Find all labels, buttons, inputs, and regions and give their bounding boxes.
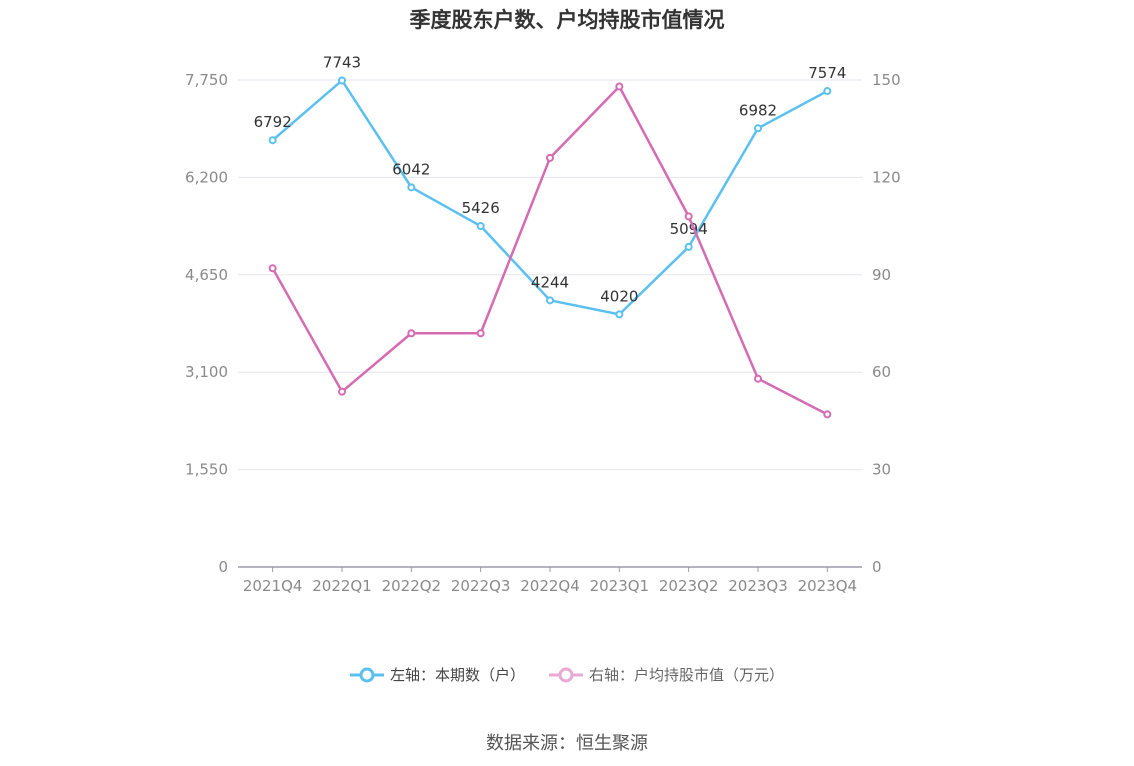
- right-axis-tick-label: 0: [872, 558, 882, 576]
- data-point-households: [407, 183, 416, 192]
- left-axis-tick-label: 0: [218, 558, 228, 576]
- x-axis-tick-label: 2022Q1: [312, 577, 372, 595]
- legend-item-households[interactable]: 左轴：本期数（户）: [349, 664, 525, 685]
- right-axis-tick-label: 60: [872, 363, 891, 381]
- x-axis-tick-label: 2021Q4: [243, 577, 303, 595]
- left-axis-tick-label: 4,650: [185, 266, 228, 284]
- data-point-market-value: [476, 329, 485, 338]
- x-axis-tick-label: 2023Q1: [590, 577, 650, 595]
- data-point-market-value: [754, 374, 762, 383]
- data-point-households: [823, 87, 832, 96]
- legend-line-icon-pink: [549, 667, 583, 682]
- data-point-market-value: [615, 82, 624, 91]
- right-axis-tick-label: 30: [872, 461, 891, 479]
- data-point-households: [338, 76, 346, 85]
- data-point-households: [615, 310, 624, 319]
- x-axis-tick-label: 2023Q4: [798, 577, 858, 595]
- left-axis-tick-label: 6,200: [185, 168, 228, 186]
- series-line-market-value: [271, 85, 828, 416]
- data-point-market-value: [546, 153, 554, 162]
- legend-line-icon-blue: [349, 667, 384, 682]
- left-axis-tick-label: 1,550: [185, 461, 228, 479]
- data-label: 4244: [531, 273, 569, 291]
- chart-title: 季度股东户数、户均持股市值情况: [409, 8, 725, 32]
- legend: 左轴：本期数（户） 右轴：户均持股市值（万元）: [0, 664, 1134, 685]
- data-point-market-value: [268, 264, 277, 273]
- data-label: 5094: [670, 220, 708, 238]
- data-label: 7743: [323, 53, 361, 71]
- left-axis-tick-label: 3,100: [185, 363, 228, 381]
- legend-item-market-value[interactable]: 右轴：户均持股市值（万元）: [549, 664, 784, 685]
- right-axis-tick-label: 120: [872, 168, 901, 186]
- data-source: 数据来源：恒生聚源: [486, 733, 648, 754]
- data-point-households: [546, 296, 554, 305]
- data-label: 7574: [808, 64, 846, 82]
- data-point-households: [684, 242, 693, 251]
- x-axis-tick-label: 2022Q4: [520, 577, 580, 595]
- data-label: 4020: [600, 287, 638, 305]
- data-label: 6982: [739, 101, 777, 119]
- right-axis-tick-label: 90: [872, 266, 891, 284]
- data-label: 5426: [462, 199, 500, 217]
- data-point-market-value: [684, 212, 693, 221]
- legend-label-households: 左轴：本期数（户）: [389, 666, 525, 684]
- left-axis-tick-label: 7,750: [185, 71, 228, 89]
- data-point-households: [268, 136, 277, 145]
- x-axis-tick-label: 2022Q2: [382, 577, 442, 595]
- legend-label-market-value: 右轴：户均持股市值（万元）: [589, 666, 785, 684]
- data-point-households: [754, 124, 762, 133]
- data-label: 6792: [254, 113, 292, 131]
- data-point-market-value: [407, 329, 416, 338]
- data-point-market-value: [338, 387, 346, 396]
- x-axis-tick-label: 2022Q3: [451, 577, 511, 595]
- data-label: 6042: [392, 160, 430, 178]
- data-point-market-value: [823, 410, 832, 419]
- x-axis-tick-label: 2023Q3: [728, 577, 788, 595]
- data-point-households: [476, 222, 485, 231]
- right-axis-tick-label: 150: [872, 71, 901, 89]
- x-axis-tick-label: 2023Q2: [659, 577, 719, 595]
